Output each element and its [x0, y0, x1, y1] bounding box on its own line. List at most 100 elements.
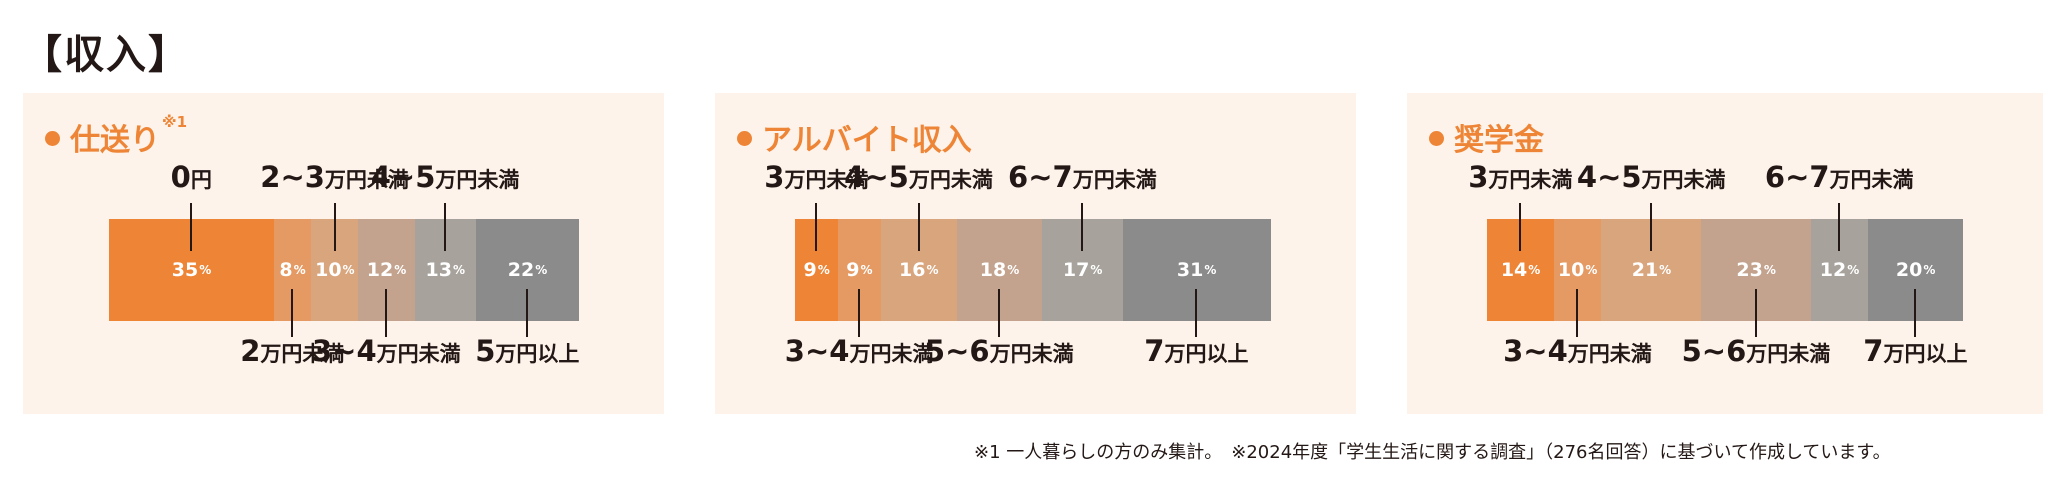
leader-line	[858, 289, 861, 337]
bar-segment: 12%	[358, 219, 415, 321]
category-label-unit: 万円未満	[1829, 168, 1914, 192]
bar-segment: 8%	[273, 219, 312, 321]
chart-title: アルバイト収入	[737, 115, 972, 159]
category-label-main: 6~7	[1764, 160, 1830, 194]
bar-segment: 14%	[1487, 219, 1555, 321]
category-label: 5~6万円未満	[925, 335, 1074, 370]
leader-line	[1519, 203, 1522, 251]
percent-unit: %	[1007, 263, 1020, 277]
category-label-main: 6~7	[1008, 160, 1073, 194]
category-label-main: 4~5	[844, 160, 909, 194]
category-label-unit: 万円未満	[1567, 342, 1652, 366]
category-label-main: 5	[475, 334, 496, 368]
bullet-dot-icon	[1429, 131, 1444, 146]
category-label-unit: 円	[190, 168, 212, 192]
percent-unit: %	[535, 263, 548, 277]
leader-line	[526, 289, 529, 337]
page-title: 【収入】	[22, 32, 190, 78]
category-label: 6~7万円未満	[1765, 161, 1914, 196]
bar-segment: 10%	[1553, 219, 1602, 321]
category-label: 5~6万円未満	[1682, 335, 1831, 370]
data-label: 14	[1500, 259, 1528, 281]
leader-line	[1576, 289, 1579, 337]
chart-title: 仕送り※1	[45, 113, 187, 159]
percent-unit: %	[199, 263, 212, 277]
category-label-unit: 万円未満	[989, 342, 1074, 366]
footnote: ※1 一人暮らしの方のみ集計。 ※2024年度「学生生活に関する調査」（276名…	[974, 442, 1891, 463]
percent-unit: %	[1763, 263, 1776, 277]
category-label-unit: 万円未満	[1746, 342, 1831, 366]
category-label: 3~4万円未満	[1503, 335, 1652, 370]
category-label-unit: 万円未満	[1072, 168, 1157, 192]
category-label: 3万円未満	[764, 161, 868, 196]
leader-line	[291, 289, 294, 337]
data-label: 20	[1895, 259, 1923, 281]
leader-line	[1838, 203, 1841, 251]
category-label-main: 5~6	[924, 334, 990, 368]
category-label: 3~4万円未満	[312, 335, 461, 370]
leader-line	[444, 203, 447, 251]
category-label: 2~3万円未満	[260, 161, 409, 196]
percent-unit: %	[1659, 263, 1672, 277]
data-label: 10	[1557, 259, 1585, 281]
category-label-unit: 万円未満	[1641, 168, 1726, 192]
percent-unit: %	[1847, 263, 1860, 277]
percent-unit: %	[342, 263, 355, 277]
category-label: 3万円未満	[1468, 161, 1572, 196]
percent-unit: %	[1204, 263, 1217, 277]
leader-line	[1081, 203, 1084, 251]
category-label-unit: 万円未満	[260, 342, 345, 366]
category-label-unit: 万円未満	[908, 168, 993, 192]
data-label: 31	[1176, 259, 1204, 281]
percent-unit: %	[1528, 263, 1541, 277]
data-label: 17	[1062, 259, 1090, 281]
leader-line	[1754, 289, 1757, 337]
leader-line	[333, 203, 336, 251]
category-label: 7万円以上	[1144, 335, 1248, 370]
category-label: 7万円以上	[1863, 335, 1967, 370]
data-label: 13	[425, 259, 452, 281]
category-label: 3~4万円未満	[785, 335, 934, 370]
percent-unit: %	[1090, 263, 1103, 277]
leader-line	[917, 203, 920, 251]
chart-title-text: 仕送り	[70, 123, 160, 158]
percent-unit: %	[1923, 263, 1936, 277]
category-label-main: 2~3	[260, 160, 325, 194]
category-label-unit: 万円未満	[376, 342, 461, 366]
category-label-unit: 万円以上	[1164, 342, 1249, 366]
chart-title-text: 奨学金	[1454, 123, 1544, 158]
category-label: 4~5万円未満	[844, 161, 993, 196]
category-label: 4~5万円未満	[1577, 161, 1726, 196]
data-label: 16	[899, 259, 926, 281]
chart-title-text: アルバイト収入	[762, 123, 972, 158]
category-label: 6~7万円未満	[1008, 161, 1157, 196]
data-label: 23	[1736, 259, 1763, 281]
category-label-unit: 万円以上	[495, 342, 580, 366]
chart-panel-scholarship: 奨学金 14% 10% 21% 23% 12% 20% 3万円未満 3~4万円未満 4~5万円…	[1407, 93, 2043, 414]
category-label: 2万円未満	[240, 335, 344, 370]
leader-line	[385, 289, 388, 337]
data-label: 12	[366, 259, 394, 281]
category-label: 0円	[171, 161, 212, 196]
percent-unit: %	[293, 263, 306, 277]
bullet-dot-icon	[737, 131, 752, 146]
category-label-unit: 万円未満	[784, 168, 869, 192]
percent-unit: %	[453, 263, 466, 277]
data-label: 10	[315, 259, 342, 281]
category-label: 5万円以上	[475, 335, 579, 370]
category-label: 4~5万円未満	[371, 161, 520, 196]
stacked-bar: 9% 9% 16% 18% 17% 31%	[795, 219, 1271, 321]
chart-title: 奨学金	[1429, 115, 1544, 159]
category-label-main: 4~5	[1576, 160, 1642, 194]
data-label: 21	[1631, 259, 1659, 281]
category-label-main: 7	[1863, 334, 1884, 368]
data-label: 9	[846, 259, 860, 281]
category-label-main: 7	[1144, 334, 1165, 368]
percent-unit: %	[394, 263, 407, 277]
bar-segment: 12%	[1810, 219, 1869, 321]
category-label-main: 0	[170, 160, 191, 194]
bullet-dot-icon	[45, 131, 60, 146]
data-label: 35	[171, 259, 199, 281]
percent-unit: %	[926, 263, 939, 277]
percent-unit: %	[817, 263, 830, 277]
